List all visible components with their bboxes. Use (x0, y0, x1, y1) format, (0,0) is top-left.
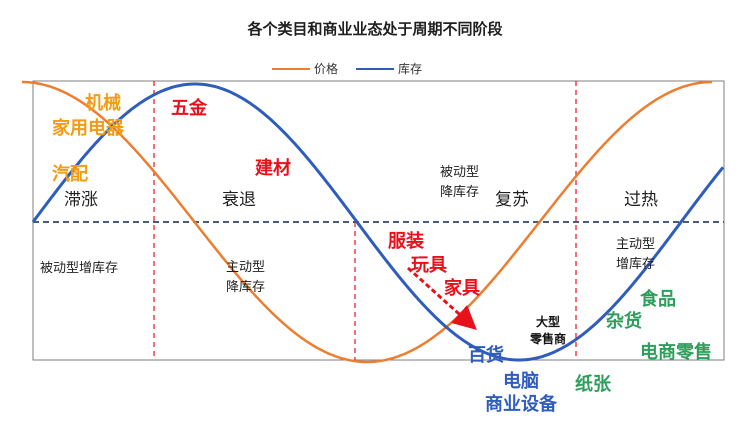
category-label-toys: 玩具 (411, 255, 447, 276)
legend-label-price: 价格 (314, 61, 338, 76)
sub-phase-passive-increase: 被动型增库存 (40, 260, 118, 276)
series-line-price (22, 80, 712, 364)
category-label-furniture: 家具 (444, 277, 480, 299)
sub-phase-passive-decrease-line2: 降库存 (440, 184, 479, 200)
category-label-auto-parts: 汽配 (52, 163, 88, 185)
category-label-machinery: 机械 (85, 92, 121, 114)
legend-label-inventory: 库存 (398, 61, 422, 76)
category-label-computers: 电脑 (503, 370, 539, 392)
category-label-building-materials: 建材 (255, 157, 291, 179)
phase-label-recession: 衰退 (222, 190, 256, 210)
sub-phase-active-decrease-line2: 降库存 (226, 279, 265, 295)
trend-arrow (406, 266, 477, 331)
series-line-inventory (31, 82, 725, 362)
category-label-commercial-equipment: 商业设备 (485, 393, 558, 415)
phase-label-recovery: 复苏 (495, 190, 529, 210)
sub-phase-active-decrease: 主动型 (226, 260, 265, 275)
category-label-paper: 纸张 (575, 373, 612, 395)
phase-label-overheat: 过热 (624, 190, 658, 210)
phase-label-stagflation: 滞涨 (64, 190, 98, 210)
category-label-apparel: 服装 (388, 230, 424, 252)
category-label-groceries: 杂货 (606, 310, 642, 332)
category-label-large: 大型 (536, 314, 560, 329)
legend: 价格 库存 (272, 61, 422, 76)
category-label-hardware: 五金 (171, 97, 208, 119)
sub-phase-active-increase-line2: 增库存 (616, 256, 655, 272)
sub-phase-passive-decrease: 被动型 (440, 165, 479, 180)
category-label-ecommerce: 电商零售 (640, 341, 712, 363)
category-label-department-store: 百货 (468, 344, 504, 366)
sub-phase-active-increase: 主动型 (616, 237, 655, 252)
category-label-retailer: 零售商 (529, 331, 566, 346)
category-label-food: 食品 (639, 288, 676, 310)
category-label-appliances: 家用电器 (52, 117, 125, 139)
chart-title: 各个类目和商业业态处于周期不同阶段 (246, 20, 502, 38)
